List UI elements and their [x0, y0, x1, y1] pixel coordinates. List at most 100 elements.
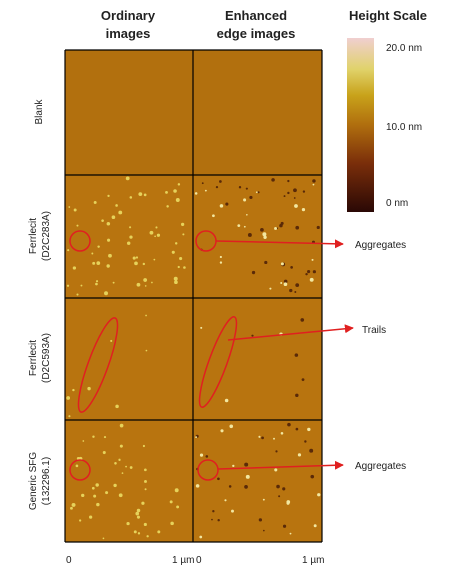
particle: [300, 318, 305, 322]
particle: [137, 532, 141, 535]
highlight-circle: [197, 459, 219, 481]
particle: [262, 498, 265, 501]
particle: [68, 415, 71, 418]
particle: [289, 532, 292, 535]
particle: [136, 282, 141, 287]
particle: [92, 435, 95, 438]
particle: [155, 226, 158, 229]
particle: [211, 518, 213, 521]
particle: [307, 270, 311, 274]
particle: [149, 230, 154, 235]
image-grid: [64, 49, 323, 543]
annotation-label: Trails: [362, 325, 386, 336]
particle: [80, 284, 83, 287]
particle: [156, 233, 161, 237]
particle: [173, 276, 178, 281]
particle: [199, 453, 204, 457]
particle: [107, 194, 110, 198]
particle: [68, 206, 71, 208]
particle: [224, 398, 229, 403]
afm-image: [193, 420, 322, 542]
particle: [115, 204, 118, 207]
particle: [311, 258, 314, 261]
particle: [91, 252, 94, 255]
scale-label: 20.0 nm: [386, 43, 422, 54]
particle: [176, 505, 180, 509]
particle: [125, 465, 127, 468]
particle: [294, 353, 299, 357]
particle: [217, 518, 220, 522]
particle: [115, 404, 119, 409]
particle: [72, 388, 75, 392]
particle: [112, 281, 115, 284]
particle: [225, 202, 229, 206]
x-label: 0: [66, 555, 72, 566]
particle: [165, 190, 168, 194]
particle: [143, 278, 148, 282]
particle: [238, 186, 242, 189]
afm-image: [65, 420, 193, 542]
particle: [212, 214, 215, 218]
particle: [293, 188, 297, 193]
particle: [312, 179, 316, 183]
highlight-circle: [69, 230, 91, 252]
particle: [280, 262, 284, 266]
particle: [134, 261, 138, 266]
particle: [79, 519, 82, 522]
afm-image: [65, 50, 193, 175]
particle: [243, 225, 246, 228]
particle: [264, 260, 268, 265]
particle: [108, 253, 112, 258]
particle: [195, 436, 198, 439]
particle: [153, 258, 156, 261]
particle: [290, 266, 293, 269]
particle: [118, 493, 123, 498]
height-scale-bar: [347, 38, 374, 212]
particle: [174, 488, 179, 493]
particle: [76, 456, 80, 461]
particle: [273, 437, 275, 440]
particle: [129, 235, 133, 239]
x-label: 1 µm: [172, 555, 194, 566]
particle: [212, 510, 215, 513]
particle: [317, 493, 321, 497]
particle: [246, 213, 248, 216]
particle: [309, 277, 314, 282]
particle: [144, 488, 147, 491]
particle: [255, 191, 258, 194]
particle: [310, 474, 315, 479]
particle: [307, 427, 311, 432]
particle: [243, 198, 247, 202]
particle: [121, 472, 124, 475]
particle: [126, 241, 131, 245]
particle: [96, 502, 100, 507]
highlight-ellipse: [77, 317, 119, 413]
particle: [271, 178, 275, 182]
particle: [286, 501, 290, 505]
column-header: Enhanced: [225, 8, 287, 23]
particle: [294, 291, 297, 293]
particle: [258, 518, 263, 522]
particle: [102, 537, 105, 540]
particle: [82, 440, 85, 442]
particle: [143, 522, 147, 527]
particle: [294, 204, 298, 208]
row-label: (D2C593A): [41, 333, 52, 383]
row-label: Generic SFG: [28, 452, 39, 511]
particle: [66, 284, 70, 287]
particle: [312, 270, 316, 274]
particle: [283, 279, 288, 284]
particle: [200, 326, 203, 329]
column-header: edge images: [217, 26, 296, 41]
particle: [151, 281, 153, 284]
particle: [103, 436, 107, 439]
particle: [251, 270, 256, 275]
row-label: (D2C283A): [41, 211, 52, 261]
particle: [215, 186, 219, 189]
particle: [177, 265, 180, 269]
particle: [247, 233, 252, 237]
particle: [245, 187, 248, 190]
column-header: images: [106, 26, 151, 41]
particle: [118, 458, 121, 461]
